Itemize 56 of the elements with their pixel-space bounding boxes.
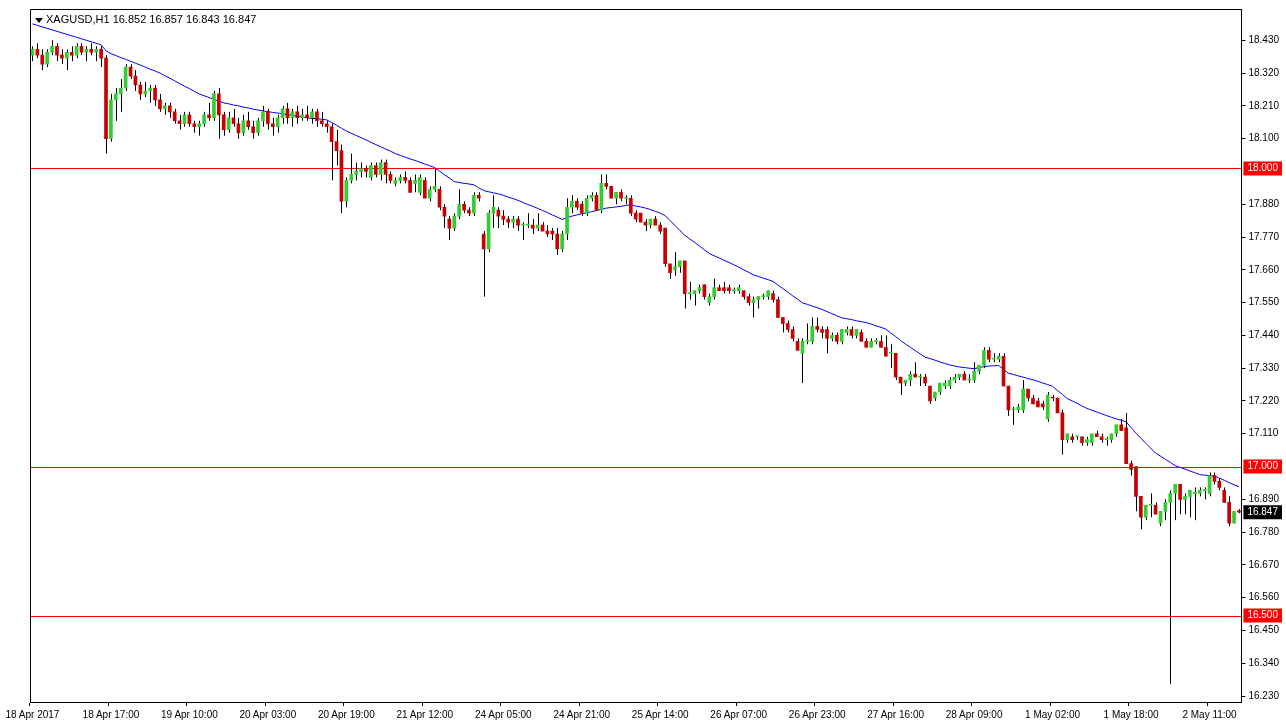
y-tick-label: 18.430 [1248,34,1280,46]
x-tick-label: 24 Apr 05:00 [474,708,533,720]
y-tick-label: 17.550 [1248,296,1280,308]
y-tick-label: 16.890 [1248,493,1280,505]
x-tick-label: 19 Apr 10:00 [161,708,219,720]
candlestick [457,188,461,220]
y-tick-label: 18.210 [1248,99,1280,111]
candlestick [1148,492,1153,518]
y-tick-label: 16.560 [1248,591,1280,603]
candlestick [751,296,756,318]
candlestick [805,322,810,345]
x-tick-label: 1 May 02:00 [1025,708,1081,720]
y-tick-label: 17.220 [1248,394,1280,406]
y-tick-label: 18.320 [1248,66,1280,78]
x-tick-label: 28 Apr 09:00 [945,708,1003,720]
x-tick-label: 26 Apr 23:00 [788,708,846,720]
candlestick [472,191,476,217]
candlestick [114,87,118,122]
y-tick-label: 17.770 [1248,230,1280,242]
x-tick-label: 20 Apr 19:00 [317,708,376,720]
y-tick-label: 17.440 [1248,329,1280,341]
x-tick-label: 1 May 18:00 [1103,708,1160,720]
candlestick [422,176,427,199]
x-tick-label: 18 Apr 17:00 [82,708,140,720]
candlestick [118,78,123,113]
y-tick-label: 17.330 [1248,361,1280,373]
candlestick [40,48,45,71]
ref-line-label: 18.000 [1247,162,1279,174]
x-tick-label: 21 Apr 12:00 [396,708,454,720]
ref-line-label: 17.000 [1247,460,1279,472]
ref-line-label: 16.500 [1247,609,1279,621]
y-tick-label: 16.230 [1248,689,1280,701]
candlestick [555,227,560,256]
x-tick-label: 25 Apr 14:00 [631,708,690,720]
y-tick-label: 17.880 [1248,197,1280,209]
candlestick [153,84,157,107]
x-tick-label: 20 Apr 03:00 [239,708,297,720]
y-tick-label: 16.450 [1248,624,1280,636]
candlestick [1178,483,1182,515]
x-tick-label: 27 Apr 16:00 [867,708,925,720]
x-tick-label: 24 Apr 21:00 [553,708,611,720]
y-tick-label: 18.100 [1248,132,1280,144]
y-tick-label: 16.780 [1248,525,1280,537]
y-tick-label: 16.340 [1248,657,1280,668]
y-tick-label: 16.670 [1248,558,1280,570]
x-tick-label: 26 Apr 07:00 [710,708,768,720]
candlestick [1075,435,1079,441]
chart-title: XAGUSD,H1 16.852 16.857 16.843 16.847 [46,13,257,25]
y-tick-label: 17.110 [1248,427,1279,439]
candlestick [888,343,893,369]
candlestick [560,230,564,253]
y-tick-label: 17.660 [1248,263,1280,275]
x-tick-label: 18 Apr 2017 [5,708,60,720]
x-tick-label: 2 May 11:00 [1182,708,1238,720]
annotation: 16.847 [1247,505,1279,517]
candlestick [810,317,815,345]
